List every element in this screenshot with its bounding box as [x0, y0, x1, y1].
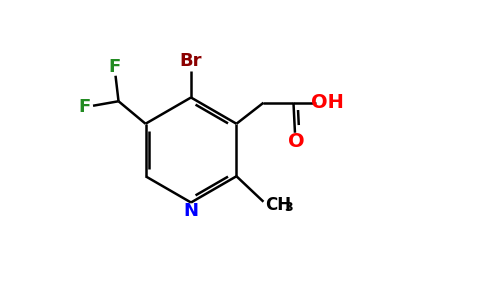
Text: F: F: [108, 58, 120, 76]
Text: N: N: [183, 202, 198, 220]
Text: 3: 3: [284, 201, 292, 214]
Text: Br: Br: [180, 52, 202, 70]
Text: O: O: [288, 132, 305, 151]
Text: OH: OH: [311, 93, 344, 112]
Text: F: F: [78, 98, 91, 116]
Text: CH: CH: [265, 196, 291, 214]
